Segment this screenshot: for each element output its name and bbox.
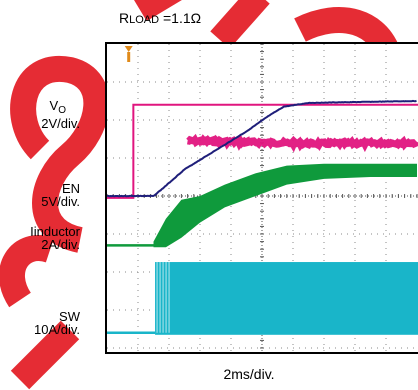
title-subscript: LOAD xyxy=(129,14,160,26)
title-value: =1.1Ω xyxy=(159,10,202,26)
inductor-scale: 2A/div. xyxy=(41,237,80,252)
vo-label: VO 2V/div. xyxy=(28,99,80,130)
en-name: EN xyxy=(61,181,80,196)
sw-label: SW 10A/div. xyxy=(20,310,80,336)
sw-name: SW xyxy=(59,309,80,324)
scope-plot xyxy=(107,44,418,352)
chart-title: RLOAD =1.1Ω xyxy=(119,10,201,26)
vo-scale: 2V/div. xyxy=(41,116,80,131)
en-trace-noise xyxy=(186,133,418,153)
watermark-stroke-1 xyxy=(10,55,110,253)
sw-scale: 10A/div. xyxy=(33,322,80,337)
oscilloscope-screen xyxy=(105,42,418,354)
trigger-marker xyxy=(124,46,133,52)
title-prefix: R xyxy=(119,10,130,26)
watermark-stroke-2 xyxy=(134,0,182,22)
x-axis-label: 2ms/div. xyxy=(223,366,275,382)
vo-subscript: O xyxy=(58,105,66,116)
vo-name: V xyxy=(49,98,59,113)
inductor-name: Iinductor xyxy=(30,224,80,239)
sw-trace-switching xyxy=(155,262,418,335)
watermark-stroke-3 xyxy=(210,0,270,49)
en-label: EN 5V/div. xyxy=(20,182,80,208)
en-trace xyxy=(107,103,418,199)
watermark-stroke-5 xyxy=(0,235,55,308)
vo-trace xyxy=(107,99,417,198)
inductor-label: Iinductor 2A/div. xyxy=(0,225,80,251)
inductor-trace-ripple xyxy=(153,163,417,248)
watermark-stroke-6 xyxy=(10,320,80,390)
en-scale: 5V/div. xyxy=(41,194,80,209)
